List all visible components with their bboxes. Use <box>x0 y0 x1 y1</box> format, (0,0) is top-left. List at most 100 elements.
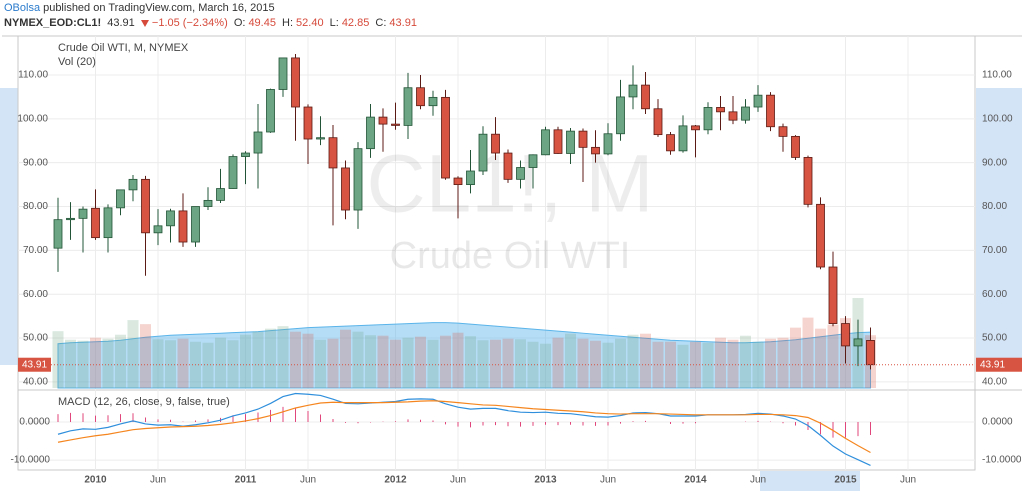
candle-body <box>203 199 213 207</box>
x-tick-label: 2011 <box>235 475 257 486</box>
candle-body <box>78 208 88 219</box>
volume-bar <box>277 326 289 388</box>
symbol: NYMEX_EOD:CL1! <box>4 17 102 29</box>
volume-bar <box>227 340 239 388</box>
candle-body <box>666 134 675 152</box>
x-tick-label: 2010 <box>84 475 107 486</box>
volume-bar <box>527 341 539 388</box>
volume-bar <box>127 320 139 388</box>
quote-line: NYMEX_EOD:CL1! 43.91 −1.05 (−2.34%) O: 49… <box>4 17 420 29</box>
candle-body <box>616 96 625 135</box>
volume-bar <box>402 337 414 388</box>
volume-bar <box>702 342 714 388</box>
volume-bar <box>502 338 514 388</box>
watermark: Crude Oil WTI <box>390 235 631 277</box>
candle-body <box>678 125 688 152</box>
volume-bar <box>665 341 676 388</box>
volume-bar <box>377 335 389 388</box>
candle-body <box>578 130 588 148</box>
change: −1.05 (−2.34%) <box>151 17 228 29</box>
y-tick-label: 80.00 <box>23 201 48 212</box>
candle-body <box>503 152 513 180</box>
volume-bar <box>327 338 339 388</box>
candle-body <box>603 133 613 155</box>
candle-body <box>178 210 188 243</box>
volume-bar <box>690 341 701 388</box>
candle-body <box>328 137 338 169</box>
pane-title: Vol (20) <box>58 56 96 68</box>
header: OBolsa published on TradingView.com, Marc… <box>0 0 1024 32</box>
candle-body <box>278 57 288 90</box>
publish-line: OBolsa published on TradingView.com, Marc… <box>4 2 278 14</box>
volume-bar <box>602 342 614 388</box>
y-tick-label: 110.00 <box>18 70 48 81</box>
volume-bar <box>77 340 89 388</box>
candle-body <box>91 207 100 239</box>
volume-bar <box>627 334 639 388</box>
pane-title: Crude Oil WTI, M, NYMEX <box>58 42 189 54</box>
candle-body <box>403 87 413 126</box>
candle-body <box>691 125 700 131</box>
volume-bar <box>365 335 376 388</box>
volume-bar <box>265 328 276 388</box>
volume-bar <box>727 339 739 388</box>
candle-body <box>141 178 150 234</box>
candle-body <box>416 87 425 107</box>
last-price-box <box>976 357 1022 372</box>
candle-body <box>391 123 400 126</box>
candle-body <box>466 170 475 186</box>
candle-body <box>128 178 138 191</box>
candle-body <box>728 111 738 121</box>
y-tick-label: 90.00 <box>982 157 1007 168</box>
volume-bar <box>552 337 564 388</box>
volume-bar <box>677 344 689 388</box>
volume-bar <box>540 343 551 388</box>
ohlc-value: 42.85 <box>341 17 370 29</box>
volume-bar <box>590 340 601 388</box>
y-tick-label: 90.00 <box>23 157 48 168</box>
candle-body <box>428 96 438 107</box>
candle-body <box>291 57 300 108</box>
macd-line <box>57 400 871 454</box>
volume-bar <box>790 327 801 388</box>
ohlc-label: H: <box>282 17 294 29</box>
candle-body <box>553 129 563 154</box>
candle-body <box>853 338 863 347</box>
ohlc-label: O: <box>233 17 246 29</box>
ohlc-value: 43.91 <box>389 17 417 29</box>
candle-body <box>716 107 725 113</box>
y-tick-label: 0.0000 <box>982 417 1013 428</box>
candle-body <box>353 148 363 211</box>
volume-bar <box>802 317 814 388</box>
volume-bar <box>452 332 464 388</box>
candle-body <box>866 340 875 366</box>
x-tick-label: 2012 <box>384 475 407 486</box>
candle-body <box>103 207 113 239</box>
volume-bar <box>215 337 226 388</box>
candle-body <box>166 210 175 227</box>
candle-body <box>116 189 125 209</box>
published-text: published on TradingView.com, March 16, … <box>43 2 275 14</box>
volume-bar <box>815 328 826 388</box>
x-tick-label: Jun <box>300 475 316 486</box>
volume-bar <box>340 329 351 388</box>
volume-bar <box>615 338 626 388</box>
candle-body <box>216 188 225 201</box>
volume-bar <box>302 333 314 388</box>
candle-body <box>741 106 750 121</box>
y-tick-label: 40.00 <box>982 377 1007 388</box>
volume-bar <box>440 335 451 388</box>
pane-title: MACD (12, 26, close, 9, false, true) <box>58 396 230 408</box>
volume-ma-area <box>57 322 871 389</box>
last-price-label: 43.91 <box>980 359 1005 370</box>
volume-bar <box>165 340 176 388</box>
candle-body <box>153 225 163 234</box>
publisher[interactable]: OBolsa <box>4 2 41 14</box>
volume-bar <box>252 331 264 388</box>
volume-bar <box>715 337 726 388</box>
volume-bar <box>152 339 164 388</box>
x-tick-label: 2015 <box>834 475 857 486</box>
y-tick-label: 100.00 <box>982 113 1013 124</box>
ohlc-value: 52.40 <box>296 17 324 29</box>
